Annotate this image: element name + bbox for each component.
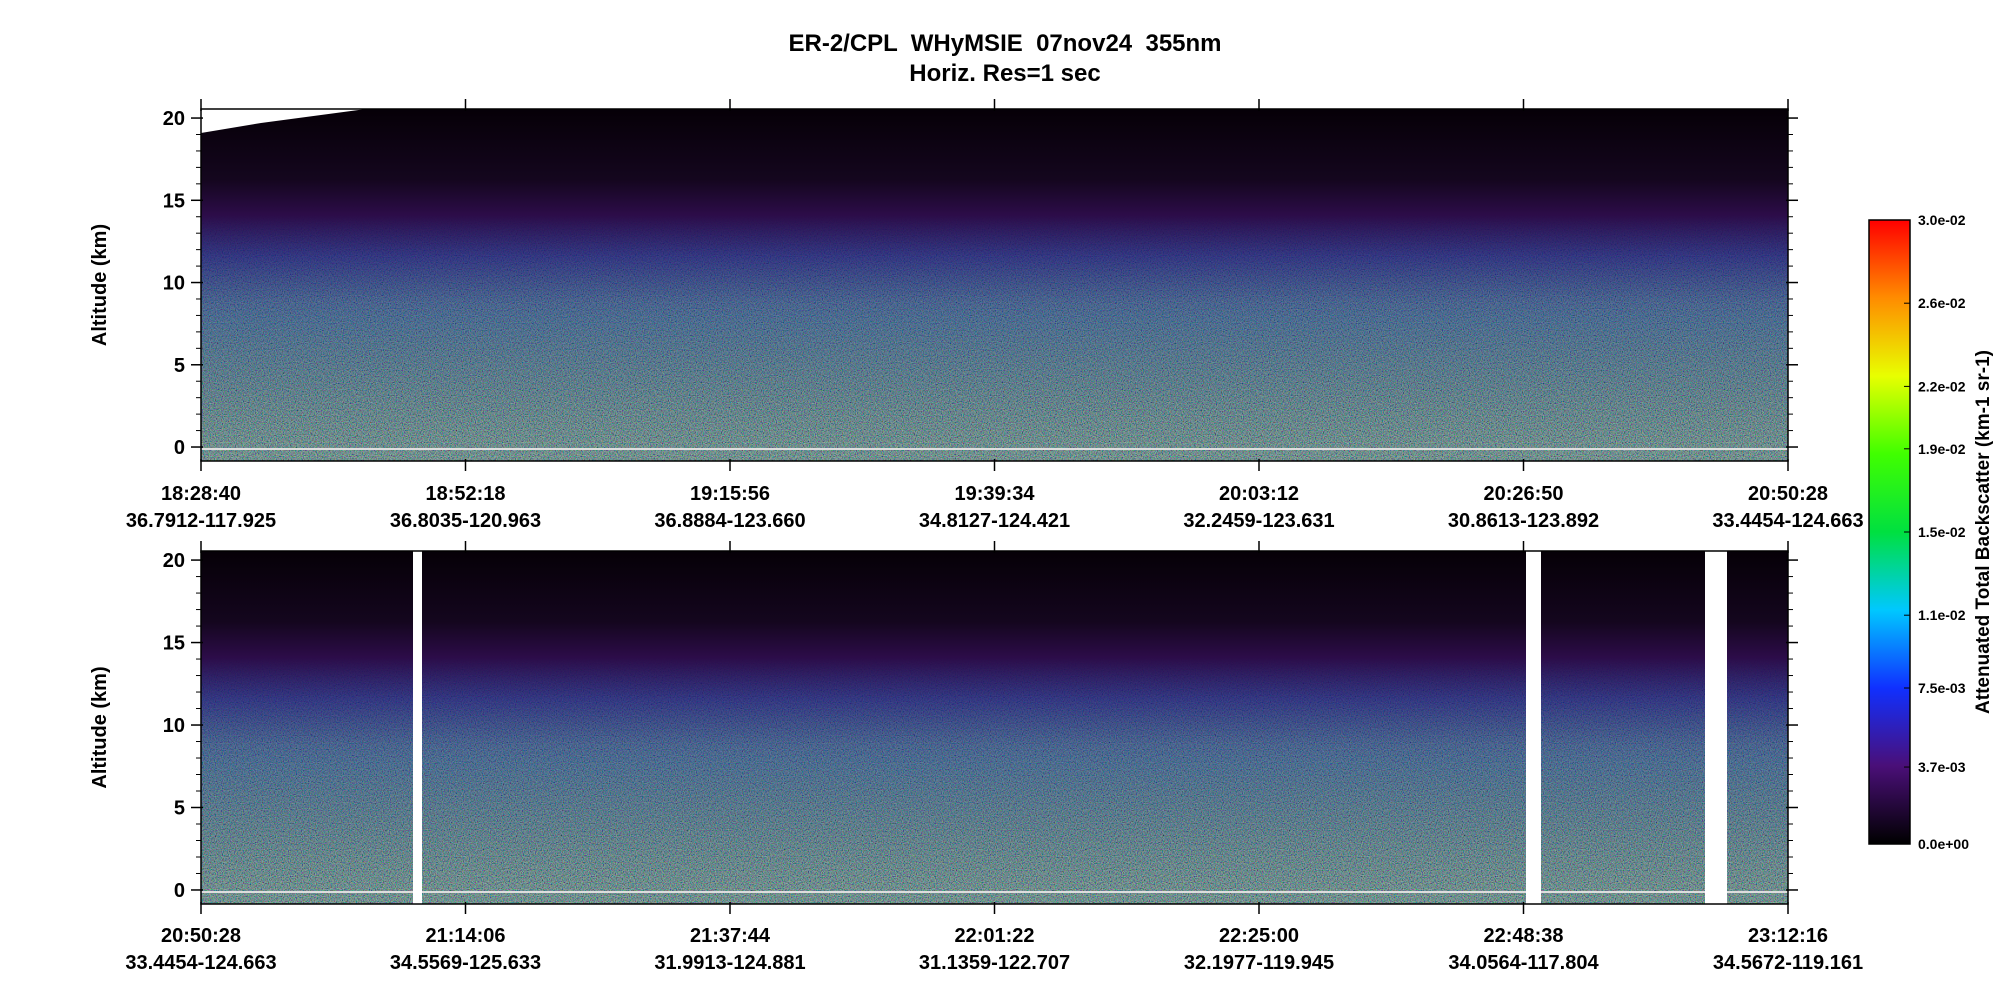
x-tick-location: 34.0564-117.804: [1448, 952, 1599, 974]
colorbar-tick-label: 0.0e+00: [1918, 836, 1969, 852]
x-tick-time: 23:12:16: [1748, 925, 1828, 947]
colorbar-tick-label: 2.6e-02: [1918, 295, 1966, 311]
x-tick-location: 36.8035-120.963: [390, 510, 541, 532]
y-tick-label: 15: [163, 190, 185, 212]
y-tick-label: 5: [174, 355, 185, 377]
x-tick-location: 34.8127-124.421: [919, 510, 1070, 532]
colorbar-tick-label: 3.0e-02: [1918, 212, 1966, 228]
colorbar-tick-label: 1.9e-02: [1918, 441, 1966, 457]
x-tick-time: 20:50:28: [1748, 483, 1828, 505]
colorbar-tick-label: 2.2e-02: [1918, 378, 1966, 394]
curtain-speckle: [201, 551, 1788, 904]
x-tick-location: 34.5672-119.161: [1713, 952, 1863, 974]
x-tick-time: 20:50:28: [161, 925, 241, 947]
subtitle: Horiz. Res=1 sec: [909, 60, 1100, 87]
x-tick-time: 21:37:44: [690, 925, 771, 947]
y-tick-label: 20: [163, 108, 185, 130]
curtain-speckle: [201, 109, 1788, 461]
x-tick-time: 22:48:38: [1483, 925, 1563, 947]
x-tick-time: 20:26:50: [1483, 483, 1563, 505]
x-tick-time: 22:25:00: [1219, 925, 1299, 947]
y-axis-label: Altitude (km): [89, 666, 111, 788]
y-axis-label: Altitude (km): [89, 224, 111, 346]
y-tick-label: 0: [174, 880, 185, 902]
x-tick-time: 20:03:12: [1219, 483, 1299, 505]
colorbar-tick-label: 3.7e-03: [1918, 759, 1966, 775]
x-tick-location: 36.7912-117.925: [126, 510, 276, 532]
data-gap: [1705, 551, 1727, 904]
x-tick-location: 31.1359-122.707: [919, 952, 1070, 974]
x-tick-time: 21:14:06: [425, 925, 505, 947]
x-tick-time: 18:52:18: [425, 483, 505, 505]
x-tick-time: 22:01:22: [954, 925, 1034, 947]
x-tick-time: 19:15:56: [690, 483, 770, 505]
data-gap: [413, 551, 422, 904]
x-tick-location: 36.8884-123.660: [654, 510, 805, 532]
x-tick-time: 19:39:34: [954, 483, 1035, 505]
colorbar-tick-label: 7.5e-03: [1918, 680, 1966, 696]
y-tick-label: 10: [163, 273, 185, 295]
x-tick-location: 32.1977-119.945: [1184, 952, 1334, 974]
colorbar-tick-label: 1.1e-02: [1918, 607, 1966, 623]
x-tick-time: 18:28:40: [161, 483, 241, 505]
y-tick-label: 0: [174, 437, 185, 459]
above-aircraft: [201, 109, 366, 133]
colorbar: [1868, 219, 1911, 845]
x-tick-location: 34.5569-125.633: [390, 952, 541, 974]
data-gap: [1526, 551, 1541, 904]
colorbar-label: Attenuated Total Backscatter (km-1 sr-1): [1973, 350, 1994, 714]
x-tick-location: 33.4454-124.663: [125, 952, 276, 974]
colorbar-tick-label: 1.5e-02: [1918, 524, 1966, 540]
x-tick-location: 31.9913-124.881: [654, 952, 805, 974]
x-tick-location: 33.4454-124.663: [1712, 510, 1863, 532]
y-tick-label: 20: [163, 550, 185, 572]
y-tick-label: 10: [163, 715, 185, 737]
y-tick-label: 5: [174, 798, 185, 820]
x-tick-location: 30.8613-123.892: [1448, 510, 1599, 532]
x-tick-location: 32.2459-123.631: [1183, 510, 1334, 532]
title: ER-2/CPL WHyMSIE 07nov24 355nm: [788, 30, 1221, 57]
y-tick-label: 15: [163, 633, 185, 655]
